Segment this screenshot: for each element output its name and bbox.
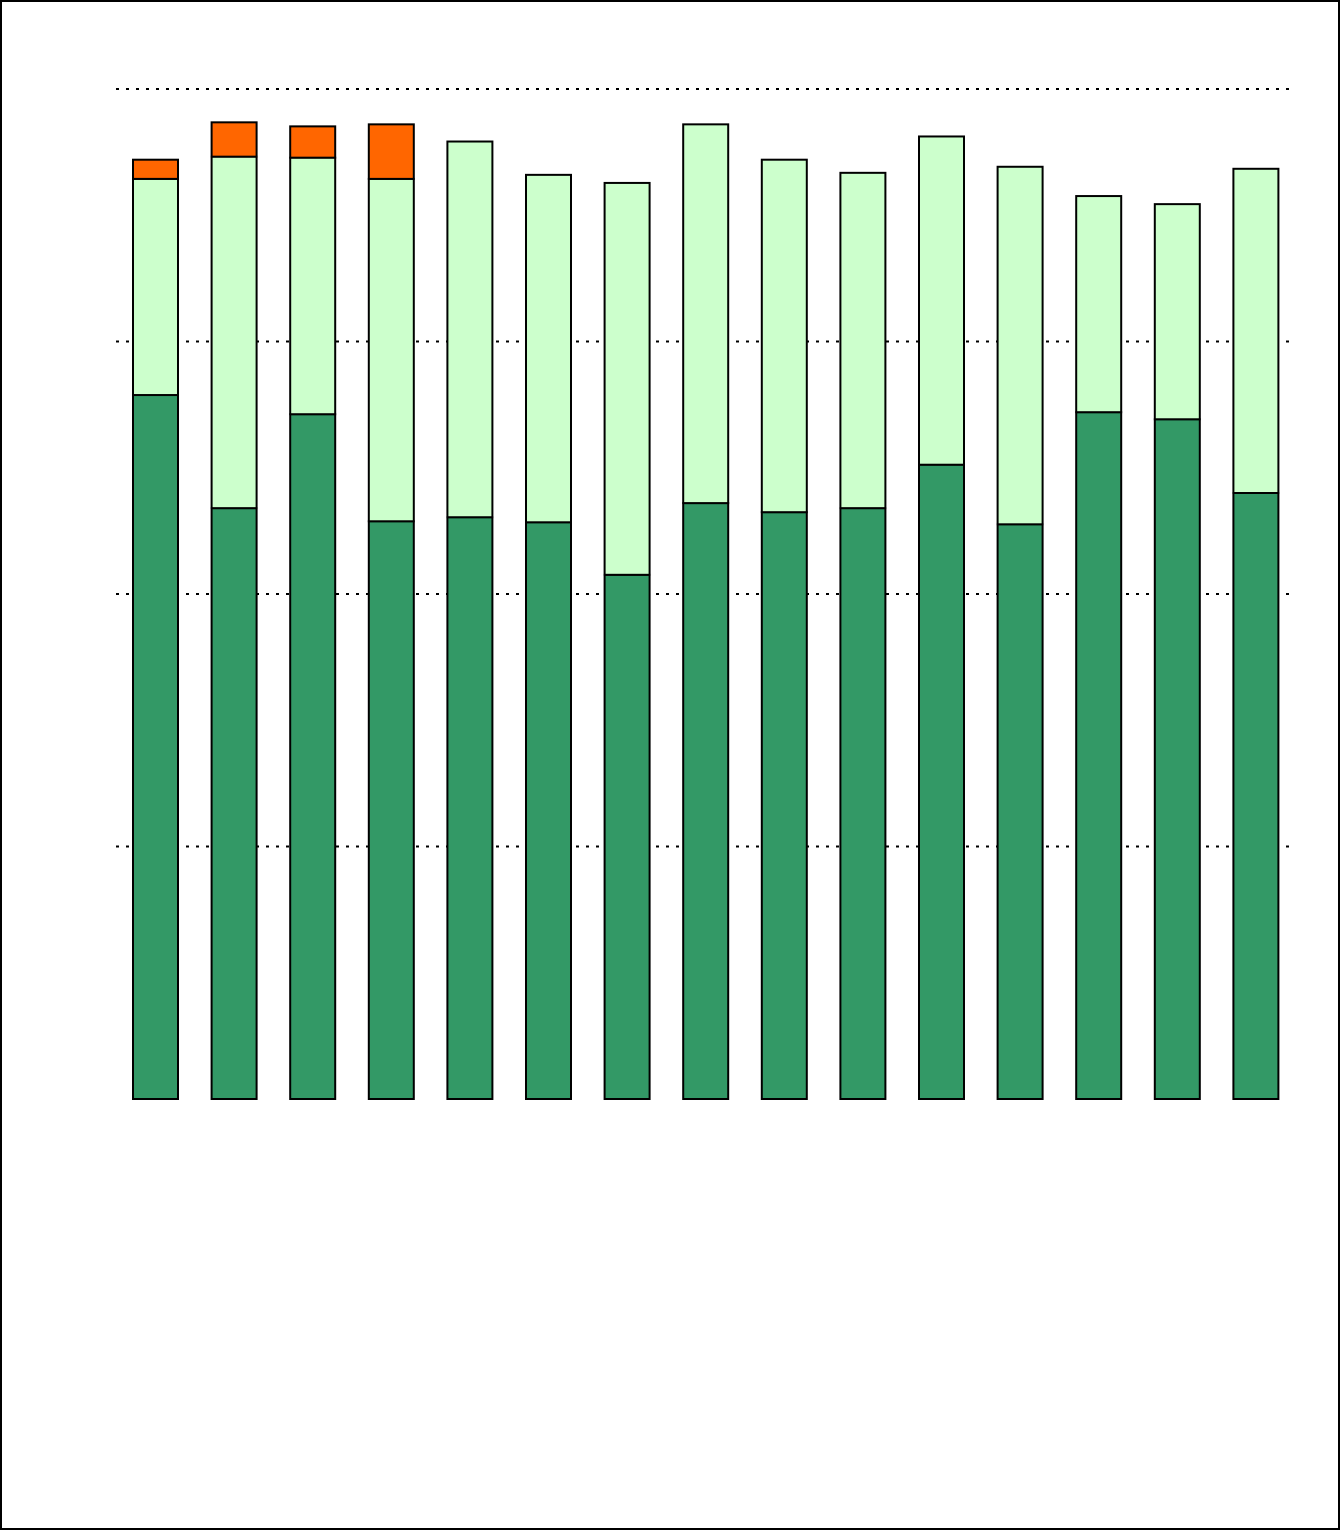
bar-10-segment-2 [839, 171, 887, 510]
bar-5-segment-1 [446, 516, 494, 1100]
bar-9-segment-2 [760, 158, 808, 514]
bar-14-segment-2 [1153, 203, 1201, 421]
bar-12-segment-2 [996, 165, 1044, 526]
bar-4-segment-3 [367, 123, 415, 180]
bar-9-segment-1 [760, 511, 808, 1100]
bar-13 [1075, 195, 1123, 1100]
bar-1-segment-3 [132, 158, 179, 180]
bar-12-segment-1 [996, 523, 1044, 1100]
bar-6 [525, 173, 572, 1100]
bar-2-segment-2 [210, 155, 258, 510]
bar-3-segment-1 [289, 413, 337, 1101]
bar-13-segment-1 [1075, 411, 1123, 1100]
bar-7-segment-1 [603, 573, 651, 1100]
bar-6-segment-1 [525, 521, 572, 1100]
bar-14-segment-1 [1153, 418, 1201, 1100]
bar-2 [210, 121, 258, 1100]
bar-8-segment-1 [682, 502, 730, 1101]
bar-2-segment-3 [210, 121, 258, 158]
bar-1-segment-2 [132, 177, 179, 397]
bar-15-segment-2 [1232, 167, 1280, 494]
bar-3-segment-2 [289, 156, 337, 416]
bar-2-segment-1 [210, 507, 258, 1100]
bar-12 [996, 165, 1044, 1100]
bars [132, 121, 1280, 1101]
bar-3 [289, 125, 337, 1101]
bar-8-segment-2 [682, 123, 730, 505]
bar-9 [760, 158, 808, 1100]
bar-5-segment-2 [446, 140, 494, 519]
bar-5 [446, 140, 494, 1100]
bar-4-segment-2 [367, 177, 415, 523]
bar-6-segment-2 [525, 173, 572, 524]
bar-15 [1232, 167, 1280, 1100]
bar-11 [918, 135, 965, 1101]
bar-10 [839, 171, 887, 1100]
bar-15-segment-1 [1232, 492, 1280, 1100]
bar-4 [367, 123, 415, 1100]
bar-13-segment-2 [1075, 195, 1123, 414]
bar-10-segment-1 [839, 507, 887, 1100]
bar-3-segment-3 [289, 125, 337, 159]
bar-1-segment-1 [132, 394, 179, 1100]
bar-7 [603, 181, 651, 1100]
bar-11-segment-2 [918, 135, 965, 466]
bar-4-segment-1 [367, 520, 415, 1100]
bar-7-segment-2 [603, 181, 651, 576]
bar-11-segment-1 [918, 463, 965, 1101]
bar-1 [132, 158, 179, 1100]
bar-14 [1153, 203, 1201, 1100]
bar-8 [682, 123, 730, 1101]
